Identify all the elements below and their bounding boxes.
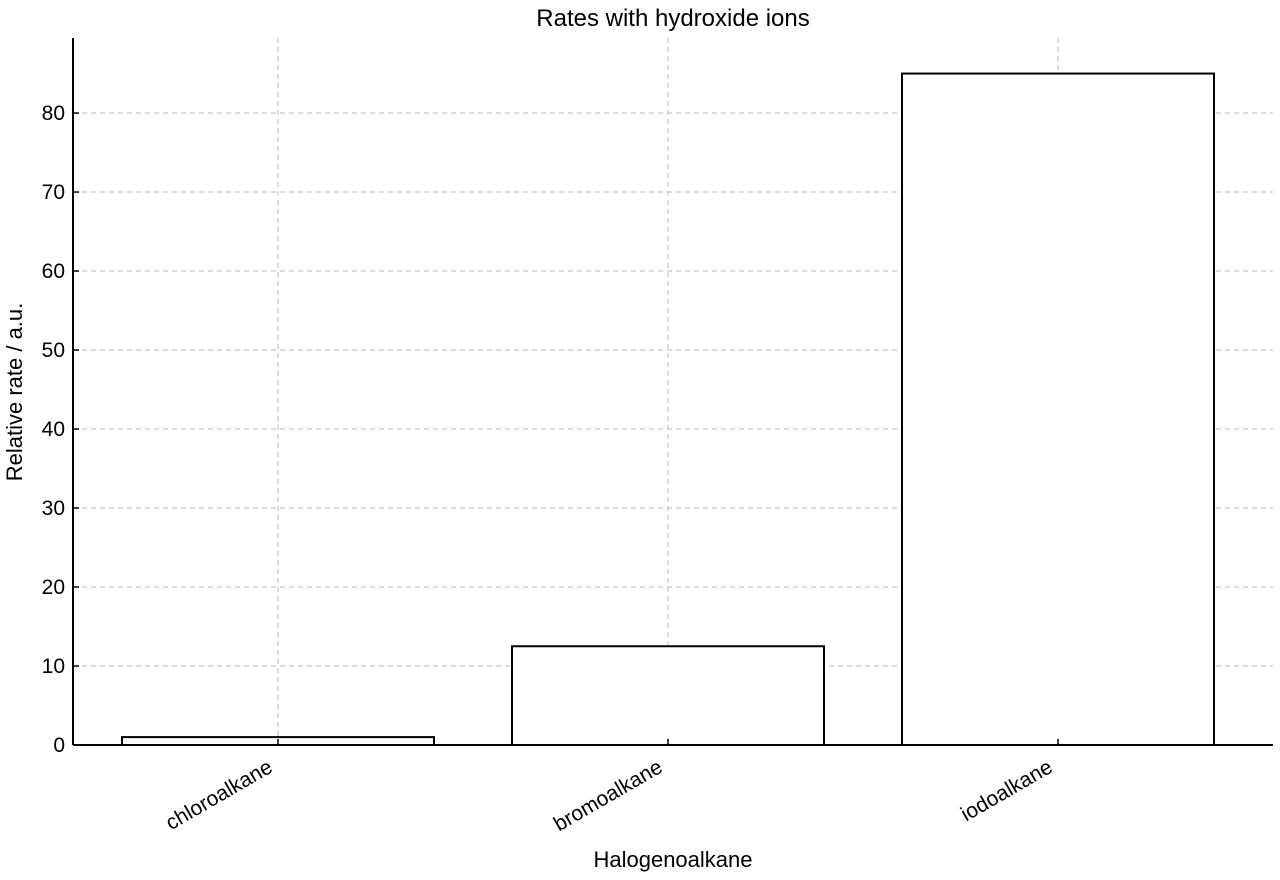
y-tick-label: 0	[53, 734, 65, 757]
y-tick-label: 70	[42, 181, 65, 204]
y-tick-label: 40	[42, 418, 65, 441]
y-tick-label: 50	[42, 339, 65, 362]
x-tick-label: chloroalkane	[162, 755, 277, 834]
x-tick-label: iodoalkane	[957, 755, 1056, 826]
x-ticks-layer: chloroalkane bromoalkane iodoalkane	[162, 739, 1059, 836]
y-tick-label: 20	[42, 576, 65, 599]
x-axis-label: Halogenoalkane	[593, 847, 752, 872]
x-tick-label: bromoalkane	[550, 755, 667, 836]
chart-title: Rates with hydroxide ions	[536, 5, 809, 32]
y-ticks-layer: 0 10 20 30 40 50 60 70 80	[42, 102, 79, 757]
y-tick-label: 10	[42, 655, 65, 678]
bar-iodoalkane	[901, 72, 1215, 746]
y-axis-label: Relative rate / a.u.	[2, 303, 27, 482]
bars-layer	[121, 72, 1215, 747]
y-tick-label: 60	[42, 260, 65, 283]
axes-layer	[72, 38, 1273, 746]
bar-bromoalkane	[511, 645, 825, 746]
y-tick-label: 30	[42, 497, 65, 520]
y-tick-label: 80	[42, 102, 65, 125]
